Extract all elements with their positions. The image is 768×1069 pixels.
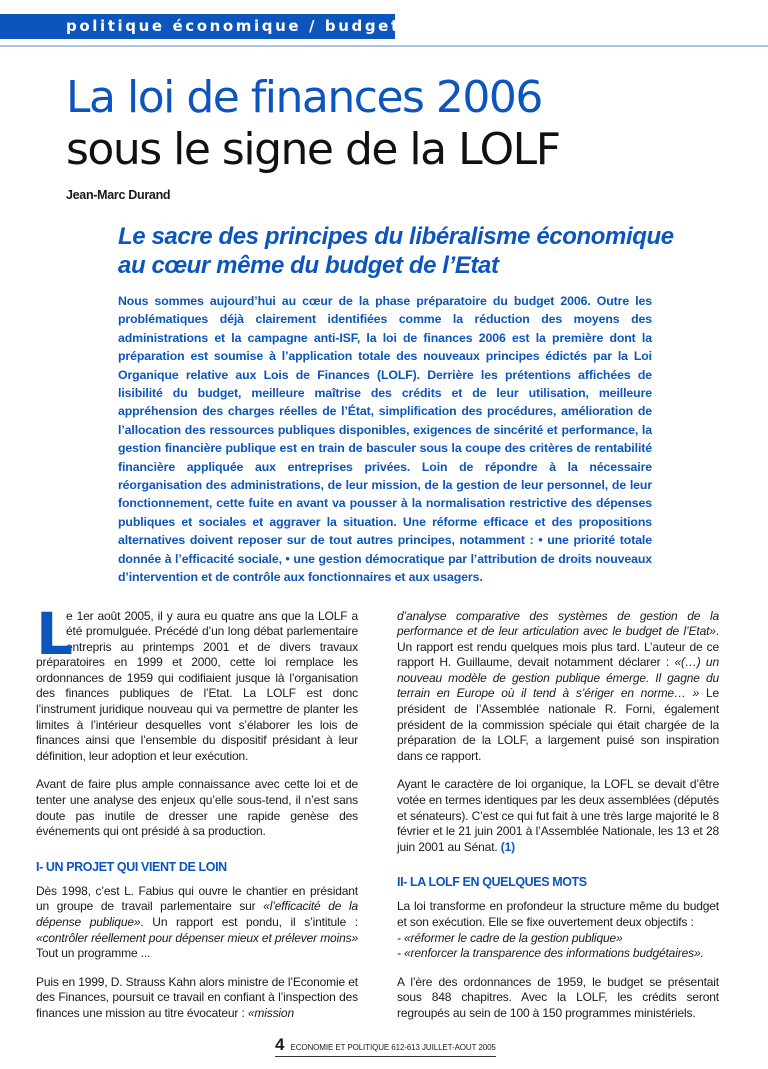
subtitle: Le sacre des principes du libéralisme éc… bbox=[118, 223, 674, 279]
list-item: - «renforcer la transparence des informa… bbox=[397, 946, 704, 961]
paragraph-6: Ayant le caractère de loi organique, la … bbox=[397, 777, 719, 855]
quote: «contrôler réellement pour dépenser mieu… bbox=[36, 930, 358, 945]
divider bbox=[0, 45, 768, 47]
page-number: 4 bbox=[275, 1034, 285, 1054]
right-column: d’analyse comparative des systèmes de ge… bbox=[397, 609, 719, 1035]
intro-paragraph: Nous sommes aujourd’hui au cœur de la ph… bbox=[118, 294, 652, 585]
paragraph-text: e 1er août 2005, il y aura eu quatre ans… bbox=[36, 608, 358, 763]
paragraph-4: Puis en 1999, D. Strauss Kahn alors mini… bbox=[36, 975, 358, 1022]
title-line-1: La loi de finances 2006 bbox=[66, 72, 543, 123]
text: Tout un programme ... bbox=[36, 946, 151, 961]
paragraph-2: Avant de faire plus ample connaissance a… bbox=[36, 777, 358, 839]
paragraph-3: Dès 1998, c’est L. Fabius qui ouvre le c… bbox=[36, 884, 358, 962]
page-footer: 4 ECONOMIE ET POLITIQUE 612-613 JUILLET-A… bbox=[275, 1035, 496, 1057]
paragraph-8: A l’ère des ordonnances de 1959, le budg… bbox=[397, 974, 719, 1020]
title-line-2: sous le signe de la LOLF bbox=[66, 124, 561, 175]
text: . Un rapport est rendu quelques mois plu… bbox=[397, 624, 719, 670]
quote: d’analyse comparative des systèmes de ge… bbox=[397, 608, 719, 639]
paragraph-5: d’analyse comparative des systèmes de ge… bbox=[397, 609, 719, 765]
publication-info: ECONOMIE ET POLITIQUE 612-613 JUILLET-AO… bbox=[290, 1042, 496, 1052]
list-item: - «réformer le cadre de la gestion publi… bbox=[397, 930, 623, 945]
dropcap: L bbox=[36, 605, 73, 663]
author: Jean-Marc Durand bbox=[66, 188, 171, 202]
text: Puis en 1999, D. Strauss Kahn alors mini… bbox=[36, 974, 358, 1020]
footnote-ref[interactable]: (1) bbox=[500, 839, 515, 854]
text: La loi transforme en profondeur la struc… bbox=[397, 899, 719, 929]
quote: «mission bbox=[247, 1005, 294, 1020]
section-heading-1: I- UN PROJET QUI VIENT DE LOIN bbox=[36, 859, 227, 874]
text: . Un rapport est pondu, il s’intitule : bbox=[140, 915, 358, 929]
section-band: politique économique / budget bbox=[0, 14, 398, 39]
section-heading-2: II- LA LOLF EN QUELQUES MOTS bbox=[397, 875, 587, 890]
dropcap-letter: L bbox=[36, 599, 73, 668]
article-title: La loi de finances 2006 sous le signe de… bbox=[66, 72, 768, 176]
section-label: politique économique / budget bbox=[66, 17, 401, 35]
quote: «l’efficacité de la dépense publique» bbox=[36, 899, 359, 929]
text: Ayant le caractère de loi organique, la … bbox=[397, 777, 719, 854]
text: Le président de l’Assemblée nationale R.… bbox=[397, 686, 720, 763]
paragraph-7: La loi transforme en profondeur la struc… bbox=[397, 899, 719, 961]
quote: «(…) un nouveau modèle de gestion publiq… bbox=[397, 655, 719, 701]
text: Dès 1998, c’est L. Fabius qui ouvre le c… bbox=[36, 883, 358, 914]
